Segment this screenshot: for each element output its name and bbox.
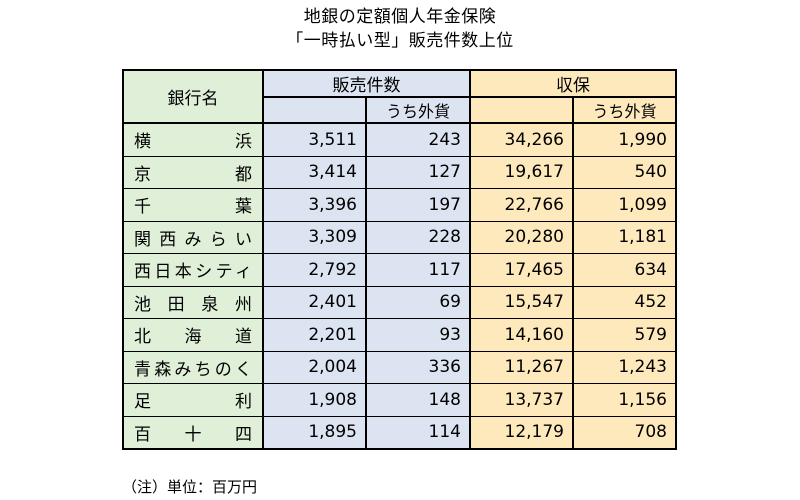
- table-body: 横 浜 3,511 243 34,266 1,990 京 都 3,414 127…: [122, 122, 677, 450]
- revenue-foreign-cell: 1,156: [572, 383, 677, 417]
- header-sales-count: 販売件数: [262, 69, 471, 98]
- bank-name-cell: 千 葉: [122, 188, 264, 222]
- table-row: 北海道 2,201 93 14,160 579: [122, 318, 677, 352]
- header-revenue: 収保: [469, 69, 677, 98]
- sales-count-cell: 2,004: [262, 350, 367, 384]
- table-row: 百十四 1,895 114 12,179 708: [122, 415, 677, 450]
- bank-name-cell: 横 浜: [122, 122, 264, 157]
- sales-foreign-cell: 148: [365, 383, 471, 417]
- revenue-cell: 15,547: [469, 285, 574, 319]
- sales-ranking-table: 銀行名 販売件数 収保 うち外貨 うち外貨 横 浜 3,511 243 34,2…: [122, 69, 677, 450]
- table-row: 池田泉州 2,401 69 15,547 452: [122, 285, 677, 319]
- sales-foreign-cell: 197: [365, 188, 471, 222]
- revenue-foreign-cell: 579: [572, 318, 677, 352]
- bank-name-cell: 池田泉州: [122, 285, 264, 319]
- sales-count-cell: 3,511: [262, 122, 367, 157]
- revenue-foreign-cell: 1,990: [572, 122, 677, 157]
- revenue-cell: 19,617: [469, 155, 574, 189]
- table-row: 京 都 3,414 127 19,617 540: [122, 155, 677, 189]
- sales-foreign-cell: 243: [365, 122, 471, 157]
- bank-name-cell: 北海道: [122, 318, 264, 352]
- revenue-cell: 13,737: [469, 383, 574, 417]
- header-sales-foreign: うち外貨: [365, 96, 471, 124]
- sales-foreign-cell: 127: [365, 155, 471, 189]
- sales-count-cell: 2,792: [262, 253, 367, 287]
- revenue-cell: 11,267: [469, 350, 574, 384]
- sales-count-cell: 1,908: [262, 383, 367, 417]
- sales-count-cell: 2,401: [262, 285, 367, 319]
- bank-name-cell: 関西みらい: [122, 220, 264, 254]
- sales-foreign-cell: 117: [365, 253, 471, 287]
- revenue-foreign-cell: 708: [572, 415, 677, 450]
- table-row: 足 利 1,908 148 13,737 1,156: [122, 383, 677, 417]
- title-line-2: 「一時払い型」販売件数上位: [286, 31, 514, 51]
- revenue-foreign-cell: 1,099: [572, 188, 677, 222]
- header-revenue-foreign: うち外貨: [572, 96, 677, 124]
- unit-note: （注）単位：百万円: [122, 478, 258, 496]
- header-bank-name: 銀行名: [122, 69, 264, 124]
- revenue-cell: 17,465: [469, 253, 574, 287]
- table-row: 千 葉 3,396 197 22,766 1,099: [122, 188, 677, 222]
- title-line-1: 地銀の定額個人年金保険: [303, 7, 497, 27]
- sales-count-cell: 3,414: [262, 155, 367, 189]
- table-row: 西日本シティ 2,792 117 17,465 634: [122, 253, 677, 287]
- sales-foreign-cell: 228: [365, 220, 471, 254]
- bank-name-cell: 足 利: [122, 383, 264, 417]
- revenue-foreign-cell: 452: [572, 285, 677, 319]
- sales-count-cell: 1,895: [262, 415, 367, 450]
- sales-foreign-cell: 114: [365, 415, 471, 450]
- revenue-foreign-cell: 1,181: [572, 220, 677, 254]
- revenue-foreign-cell: 1,243: [572, 350, 677, 384]
- revenue-cell: 20,280: [469, 220, 574, 254]
- sales-count-cell: 2,201: [262, 318, 367, 352]
- bank-name-cell: 百十四: [122, 415, 264, 450]
- sales-foreign-cell: 93: [365, 318, 471, 352]
- header-sales-blank: [262, 97, 367, 124]
- revenue-foreign-cell: 540: [572, 155, 677, 189]
- header-revenue-blank: [469, 97, 574, 124]
- revenue-cell: 34,266: [469, 122, 574, 157]
- sales-foreign-cell: 69: [365, 285, 471, 319]
- table-row: 横 浜 3,511 243 34,266 1,990: [122, 122, 677, 157]
- bank-name-cell: 西日本シティ: [122, 253, 264, 287]
- revenue-cell: 12,179: [469, 415, 574, 450]
- revenue-cell: 22,766: [469, 188, 574, 222]
- table-row: 関西みらい 3,309 228 20,280 1,181: [122, 220, 677, 254]
- table-row: 青森みちのく 2,004 336 11,267 1,243: [122, 350, 677, 384]
- bank-name-cell: 京 都: [122, 155, 264, 189]
- sales-count-cell: 3,396: [262, 188, 367, 222]
- sales-foreign-cell: 336: [365, 350, 471, 384]
- revenue-foreign-cell: 634: [572, 253, 677, 287]
- revenue-cell: 14,160: [469, 318, 574, 352]
- bank-name-cell: 青森みちのく: [122, 350, 264, 384]
- sales-count-cell: 3,309: [262, 220, 367, 254]
